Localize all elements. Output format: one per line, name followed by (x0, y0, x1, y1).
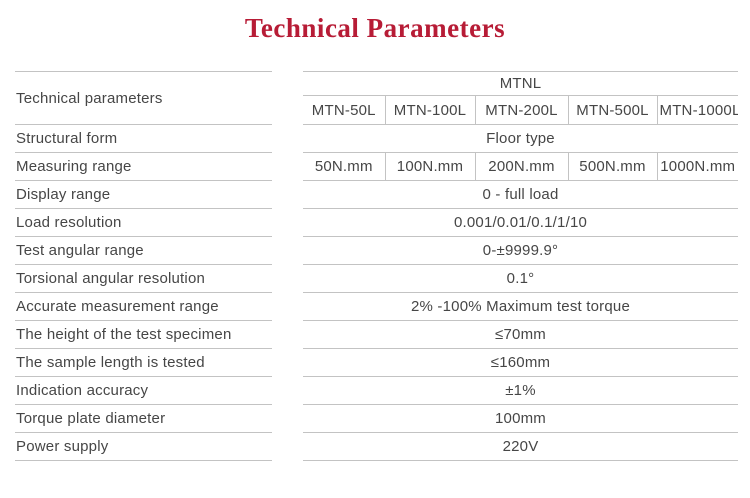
model-cell: MTN-50L (303, 95, 385, 125)
span-value-cell: Floor type (303, 124, 739, 153)
model-cell: MTN-100L (384, 95, 475, 125)
model-header-row: MTN-50L MTN-100L MTN-200L MTN-500L MTN-1… (303, 95, 739, 125)
param-label: Load resolution (15, 209, 272, 237)
span-value-cell: 0-±9999.9° (303, 236, 739, 265)
model-cell: MTN-500L (567, 95, 657, 125)
span-value-cell: 220V (303, 432, 739, 461)
page-title: Technical Parameters (244, 13, 506, 43)
accurate-measurement-range-row: 2% -100% Maximum test torque (303, 292, 739, 321)
series-header-row: MTNL (303, 71, 739, 96)
param-label: Display range (15, 181, 272, 209)
param-label: Indication accuracy (15, 377, 272, 405)
load-resolution-row: 0.001/0.01/0.1/1/10 (303, 208, 739, 237)
series-header-cell: MTNL (303, 71, 739, 96)
model-cell: MTN-1000L (656, 95, 739, 125)
value-cell: 50N.mm (303, 152, 385, 181)
span-value-cell: 0 - full load (303, 180, 739, 209)
value-cell: 100N.mm (384, 152, 475, 181)
param-label: Accurate measurement range (15, 293, 272, 321)
param-label: The sample length is tested (15, 349, 272, 377)
span-value-cell: 0.001/0.01/0.1/1/10 (303, 208, 739, 237)
span-value-cell: ≤160mm (303, 348, 739, 377)
span-value-cell: 0.1° (303, 264, 739, 293)
span-value-cell: 100mm (303, 404, 739, 433)
param-label: Torsional angular resolution (15, 265, 272, 293)
parameter-label-column: Technical parameters Structural form Mea… (15, 71, 272, 461)
indication-accuracy-row: ±1% (303, 376, 739, 405)
sample-length-row: ≤160mm (303, 348, 739, 377)
param-label: The height of the test specimen (15, 321, 272, 349)
span-value-cell: ≤70mm (303, 320, 739, 349)
span-value-cell: 2% -100% Maximum test torque (303, 292, 739, 321)
model-cell: MTN-200L (474, 95, 568, 125)
param-label: Structural form (15, 125, 272, 153)
spec-section: Technical parameters Structural form Mea… (15, 71, 739, 461)
param-label: Measuring range (15, 153, 272, 181)
display-range-row: 0 - full load (303, 180, 739, 209)
test-specimen-height-row: ≤70mm (303, 320, 739, 349)
param-label: Test angular range (15, 237, 272, 265)
param-label: Power supply (15, 433, 272, 461)
spec-table: MTNL MTN-50L MTN-100L MTN-200L MTN-500L … (303, 71, 739, 461)
power-supply-row: 220V (303, 432, 739, 461)
param-label: Technical parameters (15, 72, 272, 125)
param-label: Torque plate diameter (15, 405, 272, 433)
value-cell: 200N.mm (474, 152, 568, 181)
measuring-range-row: 50N.mm 100N.mm 200N.mm 500N.mm 1000N.mm (303, 152, 739, 181)
value-cell: 500N.mm (567, 152, 657, 181)
torsional-angular-resolution-row: 0.1° (303, 264, 739, 293)
span-value-cell: ±1% (303, 376, 739, 405)
value-cell: 1000N.mm (656, 152, 739, 181)
test-angular-range-row: 0-±9999.9° (303, 236, 739, 265)
torque-plate-diameter-row: 100mm (303, 404, 739, 433)
structural-form-row: Floor type (303, 124, 739, 153)
